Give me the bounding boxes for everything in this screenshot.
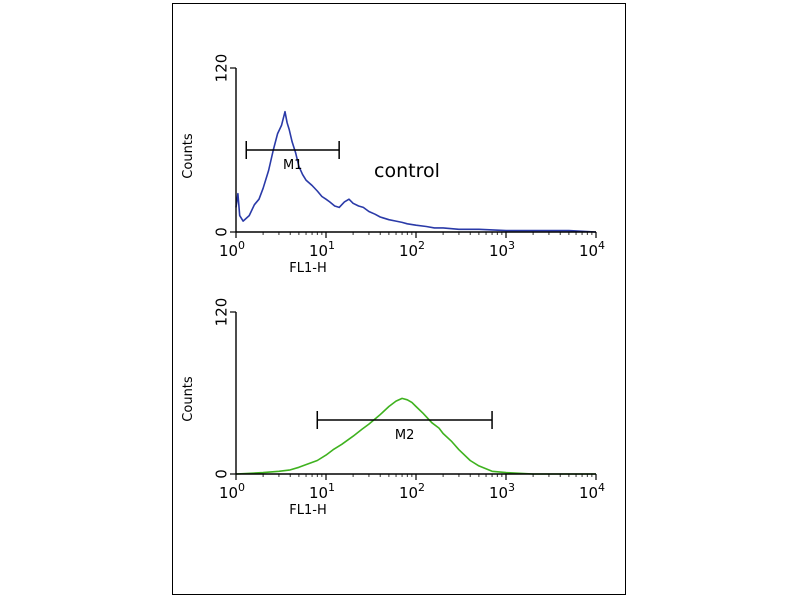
x-tick-label: 104: [579, 239, 605, 260]
y-tick-label: 120: [213, 298, 231, 327]
y-tick-label: 0: [213, 227, 231, 237]
histogram-trace: [235, 110, 597, 233]
y-tick-label: 120: [213, 54, 231, 83]
panel-annotation: control: [374, 160, 440, 182]
x-tick-label: 103: [489, 239, 515, 260]
x-tick-label: 100: [219, 481, 245, 502]
figure-frame: [172, 3, 626, 595]
histogram-panel-2: 0 120 100 101 102 103 104 Counts FL1-H M2: [181, 298, 605, 518]
y-axis-label: Counts: [181, 376, 196, 422]
x-tick-label: 101: [309, 239, 335, 260]
x-tick-label: 100: [219, 239, 245, 260]
x-tick-label: 102: [399, 239, 425, 260]
y-axis-label: Counts: [181, 133, 196, 179]
x-axis-label: FL1-H: [289, 503, 326, 518]
histogram-trace: [235, 397, 596, 475]
x-tick-label: 102: [399, 481, 425, 502]
y-tick-label: 0: [213, 469, 231, 479]
x-tick-label: 103: [489, 481, 515, 502]
x-axis-label: FL1-H: [289, 261, 326, 276]
gate-label: M2: [395, 428, 415, 443]
histogram-panel-1: 0 120 100 101 102 103 104 Counts FL1-H M1 control: [181, 54, 605, 276]
x-tick-label: 101: [309, 481, 335, 502]
x-tick-label: 104: [579, 481, 605, 502]
gate-label: M1: [283, 158, 303, 173]
